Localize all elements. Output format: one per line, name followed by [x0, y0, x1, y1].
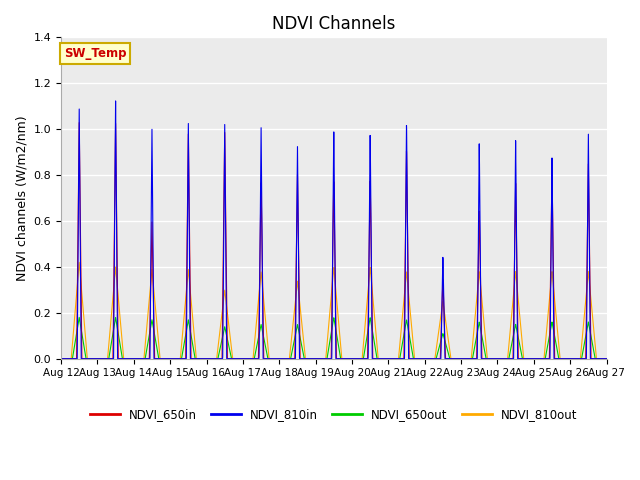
Legend: NDVI_650in, NDVI_810in, NDVI_650out, NDVI_810out: NDVI_650in, NDVI_810in, NDVI_650out, NDV… [85, 403, 582, 426]
Title: NDVI Channels: NDVI Channels [272, 15, 396, 33]
Y-axis label: NDVI channels (W/m2/nm): NDVI channels (W/m2/nm) [15, 115, 28, 281]
Text: SW_Temp: SW_Temp [64, 47, 126, 60]
